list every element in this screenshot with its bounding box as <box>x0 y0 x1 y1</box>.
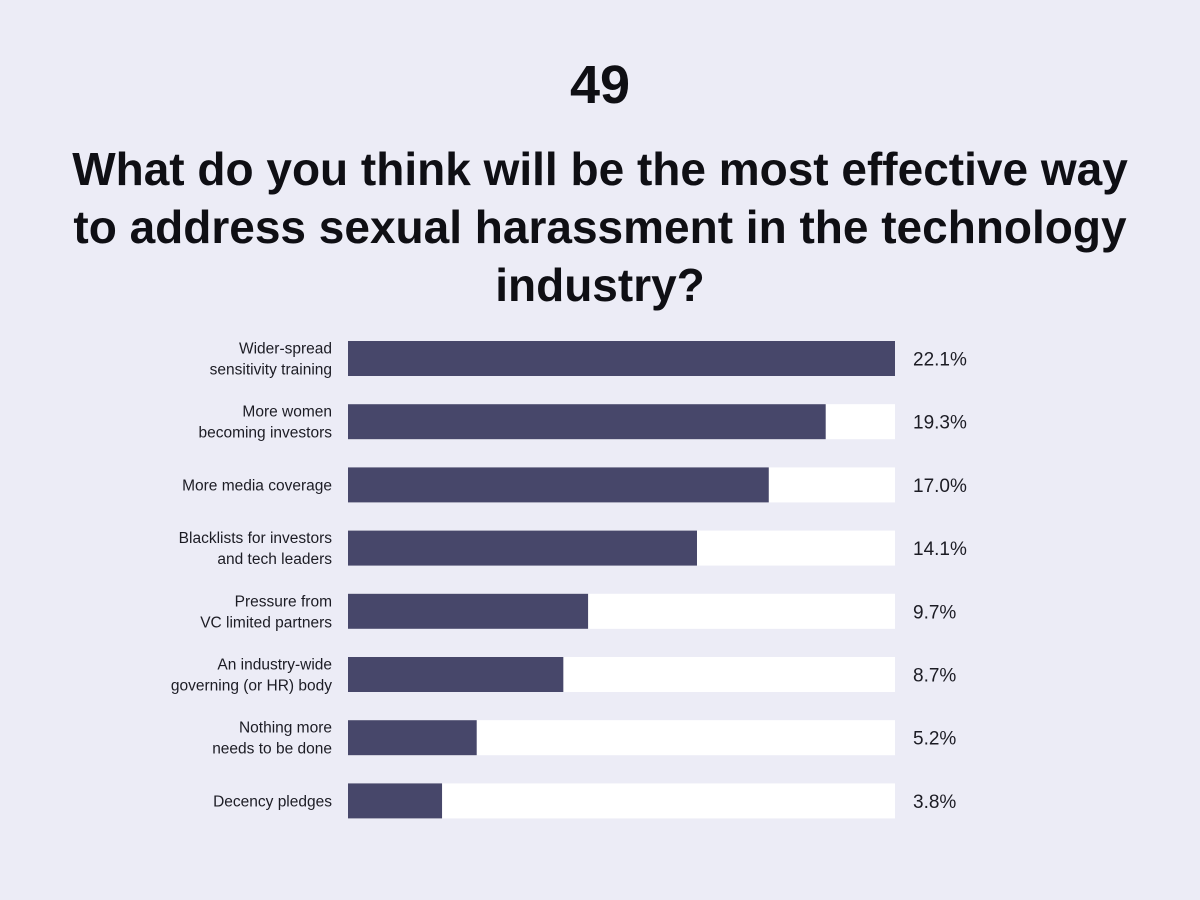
category-label-line: Pressure from <box>235 593 332 610</box>
category-label: Nothing more needs to be done <box>212 720 332 758</box>
bar-row: Blacklists for investors and tech leaders… <box>179 530 967 568</box>
value-label: 8.7% <box>913 666 956 687</box>
bar-row: Decency pledges 3.8% <box>213 783 956 819</box>
bar <box>348 467 769 503</box>
bar-row: More women becoming investors 19.3% <box>198 404 967 442</box>
bar-row: Nothing more needs to be done 5.2% <box>212 720 956 758</box>
category-label-line: and tech leaders <box>217 551 332 568</box>
category-label-line: needs to be done <box>212 741 332 758</box>
category-label-line: sensitivity training <box>210 362 332 379</box>
bar <box>348 593 589 629</box>
category-label: An industry-wide governing (or HR) body <box>171 657 332 695</box>
value-label: 17.0% <box>913 476 967 497</box>
category-label-line: Blacklists for investors <box>179 530 333 547</box>
category-label-line: Nothing more <box>239 720 332 737</box>
category-label: Wider-spread sensitivity training <box>210 341 332 379</box>
category-label: Pressure from VC limited partners <box>200 593 332 631</box>
value-label: 5.2% <box>913 729 956 750</box>
bar-row: An industry-wide governing (or HR) body 8.… <box>171 657 957 695</box>
question-number: 49 <box>569 55 631 115</box>
value-label: 14.1% <box>913 539 967 560</box>
value-label: 22.1% <box>913 350 967 371</box>
value-label: 19.3% <box>913 413 967 434</box>
bar <box>348 720 477 756</box>
category-label: More women becoming investors <box>198 404 332 442</box>
category-label: Decency pledges <box>213 793 332 810</box>
category-label-line: Decency pledges <box>213 793 332 810</box>
value-label: 3.8% <box>913 792 956 813</box>
category-label-line: An industry-wide <box>217 657 332 674</box>
category-label-line: governing (or HR) body <box>171 678 332 695</box>
question-title: What do you think will be the most effec… <box>72 143 1128 311</box>
category-label: More media coverage <box>182 477 332 494</box>
bar <box>348 657 564 692</box>
category-label: Blacklists for investors and tech leaders <box>179 530 333 568</box>
bar <box>348 404 826 440</box>
category-label-line: More media coverage <box>182 477 332 494</box>
bar-row: More media coverage 17.0% <box>182 467 967 503</box>
bar-row: Wider-spread sensitivity training 22.1% <box>210 341 967 379</box>
bar <box>348 341 895 376</box>
category-label-line: becoming investors <box>198 425 332 442</box>
bar <box>348 530 697 566</box>
bar-row: Pressure from VC limited partners 9.7% <box>200 593 956 631</box>
bar <box>348 783 443 819</box>
category-label-line: VC limited partners <box>200 614 332 631</box>
value-label: 9.7% <box>913 602 956 623</box>
category-label-line: More women <box>242 404 332 421</box>
category-label-line: Wider-spread <box>239 341 332 358</box>
